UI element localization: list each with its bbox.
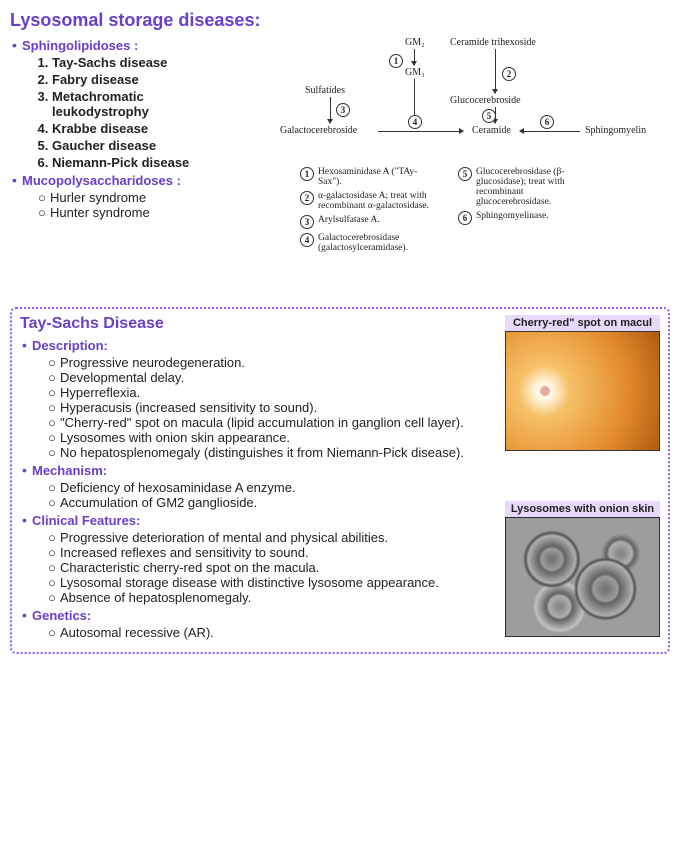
muco-item: Hunter syndrome: [52, 205, 240, 220]
clin-item: Lysosomal storage disease with distincti…: [62, 575, 497, 590]
muco-item: Hurler syndrome: [52, 190, 240, 205]
clin-item: Characteristic cherry-red spot on the ma…: [62, 560, 497, 575]
mech-item: Deficiency of hexosaminidase A enzyme.: [62, 480, 497, 495]
desc-item: Hyperreflexia.: [62, 385, 497, 400]
desc-item: Hyperacusis (increased sensitivity to so…: [62, 400, 497, 415]
desc-heading: Description:: [32, 338, 108, 353]
mech-item: Accumulation of GM2 ganglioside.: [62, 495, 497, 510]
desc-list: Progressive neurodegeneration. Developme…: [34, 355, 497, 460]
sphingo-list: Tay-Sachs disease Fabry disease Metachro…: [24, 55, 240, 170]
node-sphingomyelin: Sphingomyelin: [585, 125, 646, 136]
legend-text: Glucocerebrosidase (β-glucosidase); trea…: [476, 167, 598, 207]
gen-heading: Genetics:: [32, 608, 91, 623]
arrow: [520, 131, 580, 132]
img2-caption: Lysosomes with onion skin: [505, 501, 660, 517]
onion-skin-image: [505, 517, 660, 637]
clin-item: Absence of hepatosplenomegaly.: [62, 590, 497, 605]
node-ceramide: Ceramide: [472, 125, 511, 136]
clin-list: Progressive deterioration of mental and …: [34, 530, 497, 605]
legend-text: Hexosaminidase A ("TAy-Sax").: [318, 167, 440, 187]
disease-item: Niemann-Pick disease: [52, 155, 240, 170]
node-ceramide-trihex: Ceramide trihexoside: [450, 37, 536, 48]
disease-item: Fabry disease: [52, 72, 240, 87]
arrow: [414, 49, 415, 65]
legend-text: Sphingomyelinase.: [476, 211, 598, 225]
left-column: Sphingolipidoses : Tay-Sachs disease Fab…: [10, 37, 240, 297]
img1-caption: Cherry-red" spot on macul: [505, 315, 660, 331]
tay-sachs-box: Tay-Sachs Disease Description: Progressi…: [10, 307, 670, 654]
node-gm2: GM₂: [405, 37, 425, 48]
disease-item: Krabbe disease: [52, 121, 240, 136]
image-column: Cherry-red" spot on macul Lysosomes with…: [505, 315, 660, 642]
top-section: Sphingolipidoses : Tay-Sachs disease Fab…: [10, 37, 670, 297]
gen-list: Autosomal recessive (AR).: [34, 625, 497, 640]
path-num-4: 4: [408, 115, 422, 129]
node-gm3: GM₃: [405, 67, 425, 78]
muco-heading: Mucopolysaccharidoses :: [22, 173, 181, 188]
clin-item: Increased reflexes and sensitivity to so…: [62, 545, 497, 560]
clin-item: Progressive deterioration of mental and …: [62, 530, 497, 545]
legend-text: Arylsulfatase A.: [318, 215, 440, 229]
node-glucocerebroside: Glucocerebroside: [450, 95, 521, 106]
tay-title: Tay-Sachs Disease: [20, 315, 497, 333]
node-sulfatides: Sulfatides: [305, 85, 345, 96]
legend-text: α-galactosidase A; treat with recombinan…: [318, 191, 440, 211]
mech-heading: Mechanism:: [32, 463, 107, 478]
pathway-legend: 1Hexosaminidase A ("TAy-Sax"). 2α-galact…: [300, 167, 598, 257]
path-num-5: 5: [482, 109, 496, 123]
legend-text: Galactocerebrosidase (galactosylceramida…: [318, 233, 440, 253]
page-title: Lysosomal storage diseases:: [10, 10, 670, 31]
desc-item: Progressive neurodegeneration.: [62, 355, 497, 370]
gen-item: Autosomal recessive (AR).: [62, 625, 497, 640]
path-num-1: 1: [389, 54, 403, 68]
disease-item: Gaucher disease: [52, 138, 240, 153]
arrow: [330, 97, 331, 123]
disease-item: Metachromatic leukodystrophy: [52, 89, 240, 119]
path-num-3: 3: [336, 103, 350, 117]
path-num-2: 2: [502, 67, 516, 81]
retina-image: [505, 331, 660, 451]
clin-heading: Clinical Features:: [32, 513, 140, 528]
desc-item: Developmental delay.: [62, 370, 497, 385]
pathway-diagram: GM₂ Ceramide trihexoside 1 GM₃ 2 Sulfati…: [250, 37, 670, 297]
disease-item: Tay-Sachs disease: [52, 55, 240, 70]
desc-item: "Cherry-red" spot on macula (lipid accum…: [62, 415, 497, 430]
arrow: [378, 131, 463, 132]
desc-item: Lysosomes with onion skin appearance.: [62, 430, 497, 445]
muco-list: Hurler syndrome Hunter syndrome: [24, 190, 240, 220]
arrow: [495, 49, 496, 93]
sphingo-heading: Sphingolipidoses :: [22, 38, 138, 53]
path-num-6: 6: [540, 115, 554, 129]
mech-list: Deficiency of hexosaminidase A enzyme. A…: [34, 480, 497, 510]
desc-item: No hepatosplenomegaly (distinguishes it …: [62, 445, 497, 460]
node-galactocerebroside: Galactocerebroside: [280, 125, 357, 136]
